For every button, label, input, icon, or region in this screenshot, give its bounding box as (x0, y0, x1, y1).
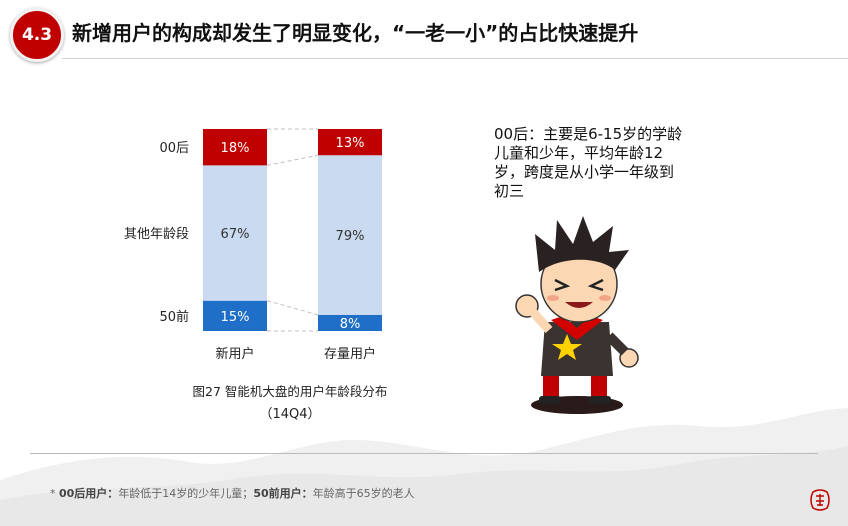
chart-caption: 图27 智能机大盘的用户年龄段分布 (192, 384, 388, 399)
data-label: 13% (336, 136, 365, 151)
footnote-def-pre50: 年龄高于65岁的老人 (312, 487, 415, 500)
legend-label: 50前 (159, 309, 189, 325)
header-divider (62, 58, 848, 59)
section-badge: 4.3 (10, 8, 64, 62)
data-label: 18% (221, 141, 250, 156)
bar-segment (203, 300, 267, 331)
footer-divider (30, 453, 818, 454)
footnote-term-00s: 00后用户： (59, 487, 119, 500)
cartoon-boy-icon (515, 216, 639, 414)
connector-line (266, 300, 319, 316)
bar-segment (203, 165, 267, 301)
bar-segment (203, 129, 267, 166)
footnote-def-00s: 年龄低于14岁的少年儿童； (118, 487, 254, 500)
footnote: * 00后用户：年龄低于14岁的少年儿童；50前用户：年龄高于65岁的老人 (50, 487, 415, 500)
data-label: 8% (340, 317, 361, 332)
legend-label: 其他年龄段 (124, 227, 189, 242)
bar-segment (318, 155, 382, 315)
footnote-term-pre50: 50前用户： (253, 487, 313, 500)
connector-line (266, 154, 319, 166)
seal-stamp-icon (810, 489, 830, 511)
bar-segment (318, 314, 382, 331)
chart-subcaption: （14Q4） (259, 407, 321, 422)
bar-segment (318, 129, 382, 156)
x-tick-label: 存量用户 (324, 346, 376, 362)
x-tick-label: 新用户 (215, 346, 254, 362)
annotation-text: 00后：主要是6-15岁的学龄儿童和少年，平均年龄12岁，跨度是从小学一年级到初… (494, 125, 683, 200)
data-label: 15% (221, 310, 250, 325)
mountain-background (0, 408, 848, 526)
page-title: 新增用户的构成却发生了明显变化，“一老一小”的占比快速提升 (72, 21, 639, 45)
data-label: 67% (221, 227, 250, 242)
legend-label: 00后 (159, 141, 189, 156)
data-label: 79% (336, 229, 365, 244)
